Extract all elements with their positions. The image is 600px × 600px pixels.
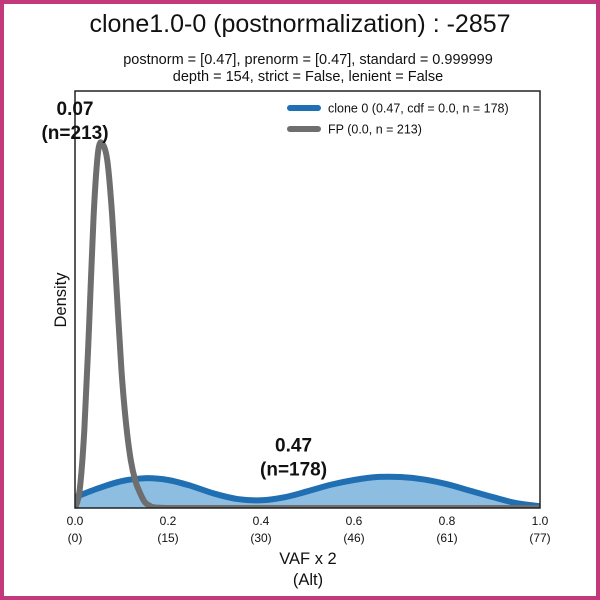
chart-subtitle-line-1: postnorm = [0.47], prenorm = [0.47], sta… bbox=[123, 52, 493, 68]
x-tick-label-4: 0.8 bbox=[439, 514, 456, 528]
figure-frame: clone1.0-0 (postnormalization) : -2857 p… bbox=[4, 4, 596, 596]
x-tick-sublabel-2: (30) bbox=[250, 531, 271, 545]
x-axis-sublabel: (Alt) bbox=[293, 571, 323, 589]
x-tick-sublabel-4: (61) bbox=[436, 531, 457, 545]
chart-title: clone1.0-0 (postnormalization) : -2857 bbox=[89, 10, 510, 38]
x-axis-label: VAF x 2 bbox=[279, 550, 336, 568]
plot-frame bbox=[74, 90, 541, 509]
x-tick-label-3: 0.6 bbox=[346, 514, 363, 528]
x-axis-ticks: 0.0 (0) 0.2 (15) 0.4 (30) 0.6 (46) 0.8 (61) 1.0 (77… bbox=[67, 514, 551, 545]
x-tick-label-1: 0.2 bbox=[160, 514, 177, 528]
annotation-1-count: (n=178) bbox=[260, 459, 327, 480]
x-tick-label-5: 1.0 bbox=[532, 514, 549, 528]
x-tick-sublabel-3: (46) bbox=[343, 531, 364, 545]
x-tick-label-2: 0.4 bbox=[253, 514, 270, 528]
legend-entry-0: clone 0 (0.47, cdf = 0.0, n = 178) bbox=[328, 102, 509, 116]
chart: clone1.0-0 (postnormalization) : -2857 p… bbox=[41, 10, 551, 589]
chart-subtitle-line-2: depth = 154, strict = False, lenient = F… bbox=[173, 69, 443, 85]
plot-area bbox=[75, 139, 540, 508]
annotation-0-count: (n=213) bbox=[41, 123, 108, 144]
annotation-0-value: 0.07 bbox=[57, 99, 94, 120]
legend: clone 0 (0.47, cdf = 0.0, n = 178) FP (0.… bbox=[287, 102, 509, 137]
x-tick-label-0: 0.0 bbox=[67, 514, 84, 528]
legend-entry-1: FP (0.0, n = 213) bbox=[328, 123, 422, 137]
y-axis-label: Density bbox=[52, 272, 70, 328]
annotation-1-value: 0.47 bbox=[275, 435, 312, 456]
x-tick-sublabel-5: (77) bbox=[529, 531, 550, 545]
x-tick-sublabel-1: (15) bbox=[157, 531, 178, 545]
x-tick-sublabel-0: (0) bbox=[68, 531, 83, 545]
series-0-line bbox=[75, 473, 540, 508]
series-1-line bbox=[75, 139, 540, 508]
peak-annotations: 0.07 (n=213) 0.47 (n=178) bbox=[41, 99, 327, 481]
